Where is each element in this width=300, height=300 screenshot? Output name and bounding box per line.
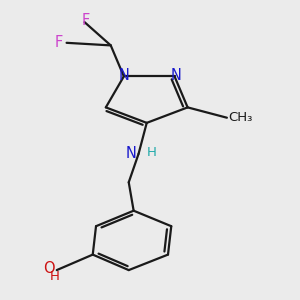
Text: H: H	[50, 270, 60, 283]
Text: N: N	[126, 146, 137, 161]
Text: N: N	[118, 68, 129, 82]
Text: F: F	[55, 35, 63, 50]
Text: H: H	[147, 146, 157, 159]
Text: CH₃: CH₃	[229, 111, 253, 124]
Text: F: F	[82, 14, 90, 28]
Text: N: N	[171, 68, 182, 82]
Text: O: O	[44, 261, 55, 276]
